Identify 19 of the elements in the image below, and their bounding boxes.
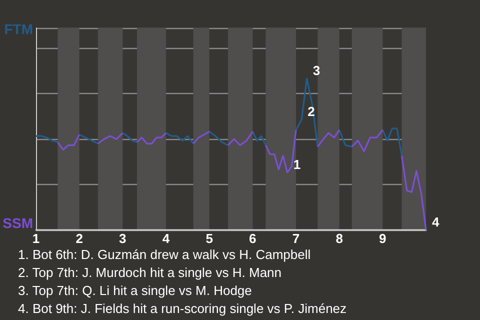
annotation: 3: [312, 63, 320, 78]
text: 3. Top 7th: Q. Li hit a single vs M. Hodge: [18, 283, 252, 298]
x-tick-label: 4: [162, 231, 170, 246]
text: 2. Top 7th: J. Murdoch hit a single vs H. Mann: [18, 265, 282, 280]
x-tick-label: 1: [32, 231, 40, 246]
text: 1. Bot 6th: D. Guzmán drew a walk vs H. Campbell: [18, 247, 311, 262]
annotation: 1: [293, 156, 301, 172]
text: SSM: [2, 215, 34, 231]
annotation: 4: [432, 214, 440, 230]
x-tick-label: 3: [119, 231, 126, 246]
x-tick-label: 6: [249, 231, 256, 246]
x-tick-label: 8: [336, 231, 343, 246]
text: 4. Bot 9th: J. Fields hit a run-scoring single vs P. Jiménez: [18, 301, 347, 316]
x-tick-label: 5: [206, 231, 213, 246]
annotation: 2: [308, 104, 315, 119]
x-tick-label: 9: [379, 231, 386, 246]
x-tick-label: 2: [76, 231, 83, 246]
text: FTM: [4, 21, 33, 37]
x-tick-label: 7: [292, 231, 300, 246]
